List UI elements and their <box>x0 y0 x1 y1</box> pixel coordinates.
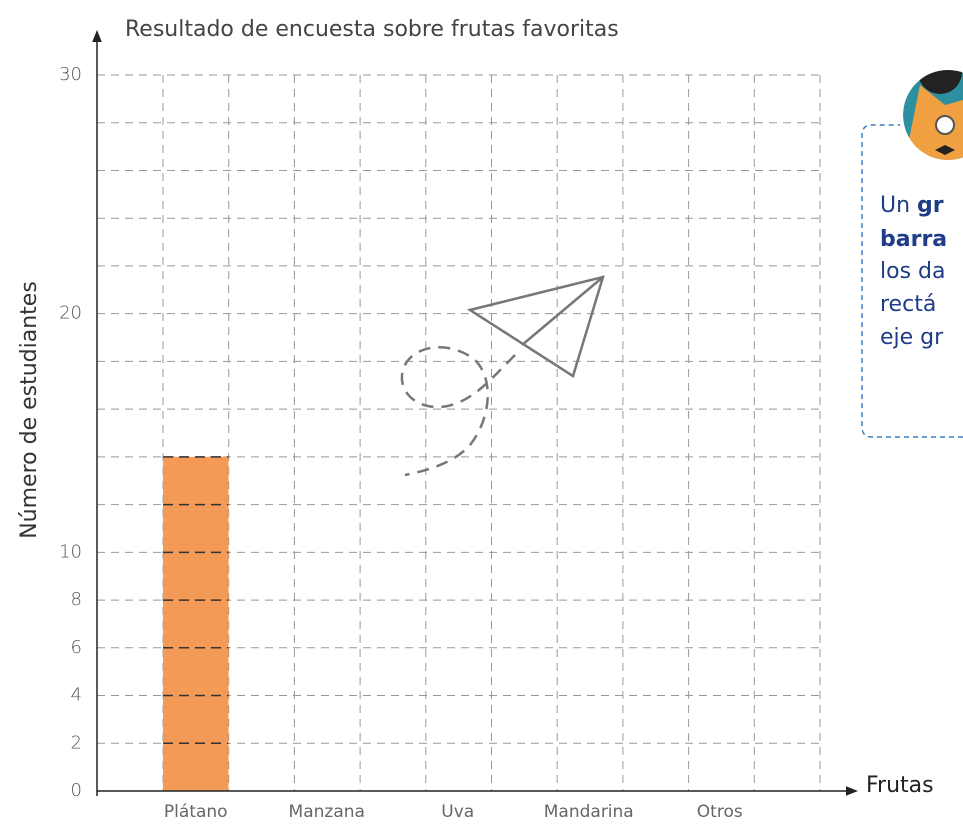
grid-overlay <box>163 456 229 745</box>
y-tick-label: 4 <box>71 685 82 706</box>
y-tick-label: 20 <box>59 303 82 324</box>
note-text: rectá <box>880 292 936 317</box>
x-tick-label: Uva <box>441 802 474 822</box>
y-tick-label: 2 <box>71 732 82 753</box>
note-card <box>861 124 963 438</box>
note-text: eje gr <box>880 325 944 350</box>
chart-title: Resultado de encuesta sobre frutas favor… <box>125 17 619 42</box>
x-tick-label: Manzana <box>289 802 365 822</box>
y-axis-label: Número de estudiantes <box>17 281 42 539</box>
y-tick-label: 6 <box>71 637 82 658</box>
y-tick-label: 30 <box>59 64 82 85</box>
note-text: los da <box>880 259 945 284</box>
note-text-bold: gr <box>917 193 944 218</box>
x-tick-label: Plátano <box>164 802 228 822</box>
x-tick-label: Mandarina <box>544 802 634 822</box>
bars <box>163 456 229 791</box>
x-tick-label: Otros <box>697 802 743 822</box>
y-tick-label: 0 <box>71 780 82 801</box>
airplane-doodle <box>400 275 605 477</box>
y-tick-label: 8 <box>71 589 82 610</box>
grid <box>97 74 821 791</box>
x-axis-label: Frutas <box>866 773 934 798</box>
note-text-bold: barra <box>880 227 947 252</box>
note-text: Un gr <box>880 193 944 218</box>
avatar <box>903 70 963 160</box>
bar <box>163 456 229 791</box>
note-text: Un <box>880 193 917 218</box>
y-tick-label: 10 <box>59 541 82 562</box>
